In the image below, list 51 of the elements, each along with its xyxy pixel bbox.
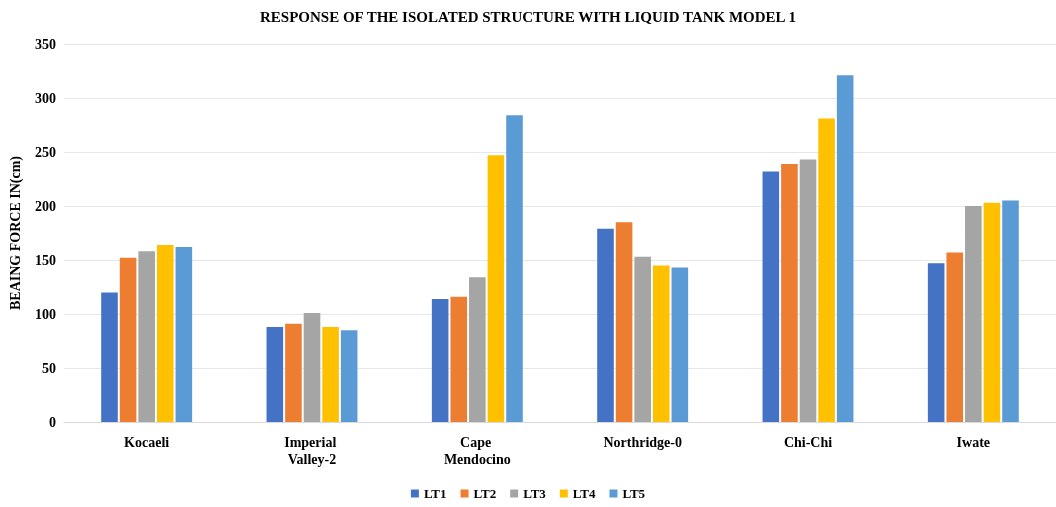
bar [303,312,321,422]
bar [340,330,358,422]
x-tick-label: Northridge-0 [603,435,682,450]
legend-label: LT4 [572,486,596,501]
bar [983,202,1001,422]
bar [799,159,817,422]
y-tick-label: 100 [35,306,56,322]
y-tick-label: 200 [35,198,56,214]
bar [138,251,155,422]
y-axis-title: BEAING FORCE IN(cm) [7,155,24,310]
y-tick-label: 350 [35,36,56,52]
bar [101,292,118,422]
bar [431,298,449,422]
bar [175,247,193,422]
bar [762,171,780,422]
y-tick-label: 250 [35,144,56,160]
x-tick-label: Kocaeli [124,435,170,450]
bar [450,296,468,422]
bar [597,228,614,422]
bar [615,222,633,422]
y-tick-label: 0 [49,414,56,430]
bar [285,323,302,422]
bar [119,257,137,422]
y-tick-label: 300 [35,90,56,106]
bar [634,256,651,422]
bar [156,244,174,422]
bar [836,75,854,422]
x-tick-label: Iwate [956,435,991,450]
chart-title: RESPONSE OF THE ISOLATED STRUCTURE WITH LIQUID TANK MODEL 1 [259,8,797,25]
legend-label: LT5 [622,486,646,501]
bar [818,118,835,422]
legend-label: LT2 [473,486,497,501]
y-tick-label: 50 [42,360,56,376]
bar [1002,200,1019,422]
bar [671,267,689,422]
bar [266,326,284,422]
bar [487,155,505,422]
x-tick-label: Chi-Chi [783,435,833,450]
bar [927,263,945,422]
y-tick-label: 150 [35,252,56,268]
bar [469,277,486,422]
bar [652,265,670,422]
legend-label: LT3 [523,486,547,501]
bar [965,206,982,422]
bar [946,252,964,422]
x-tick-label: Cape Mendocino [443,435,511,467]
bar [506,115,523,422]
x-tick-label: Imperial Valley-2 [284,435,340,467]
legend-label: LT1 [423,486,447,501]
bar [322,326,339,422]
bar [781,163,798,422]
